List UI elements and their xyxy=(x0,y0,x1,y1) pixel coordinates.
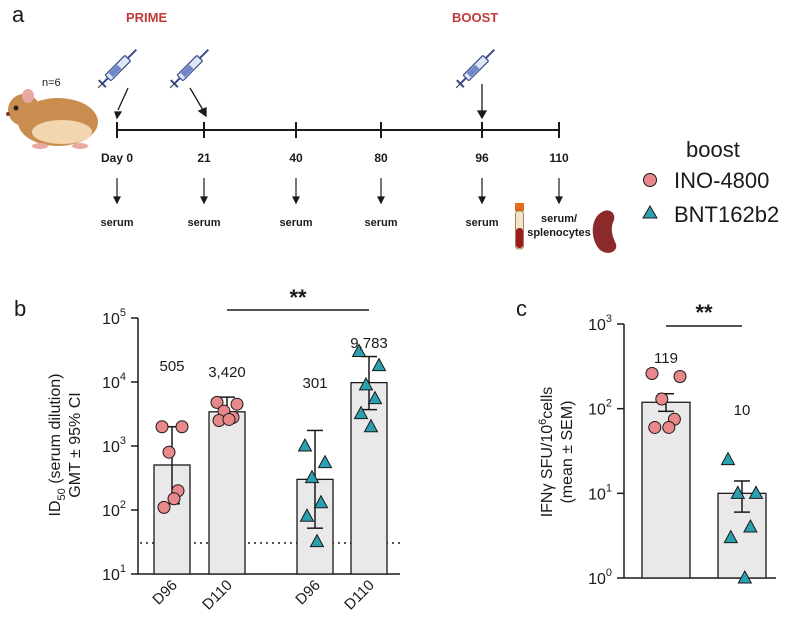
day-label: 21 xyxy=(197,151,211,165)
panel-c-value-label: 10 xyxy=(734,402,751,419)
injection-arrows xyxy=(114,84,488,120)
data-point xyxy=(743,518,758,533)
data-point xyxy=(297,437,313,452)
data-point xyxy=(720,451,736,466)
legend-item-label: BNT162b2 xyxy=(674,202,779,227)
panel-b-category-label: D96 xyxy=(149,577,180,608)
y-tick-label: 101 xyxy=(588,482,612,503)
panel-b-category-label: D96 xyxy=(292,577,323,608)
spleen-icon xyxy=(592,210,617,253)
data-point xyxy=(367,390,383,405)
data-point xyxy=(317,454,333,469)
data-point xyxy=(673,369,687,383)
y-tick-label: 101 xyxy=(102,563,126,584)
day-label: 96 xyxy=(475,151,489,165)
syringe-icon-day96 xyxy=(455,49,495,89)
data-point xyxy=(157,500,171,514)
prime-label: PRIME xyxy=(126,10,168,25)
day-label: Day 0 xyxy=(101,151,133,165)
panel-c-ticks: 100 101 102 103 xyxy=(588,313,624,588)
data-point xyxy=(723,529,739,544)
sample-label: serum xyxy=(187,217,220,229)
day-label: 40 xyxy=(289,151,303,165)
panel-b-value-label: 301 xyxy=(302,375,327,392)
panel-b-bars xyxy=(153,343,388,575)
data-point xyxy=(351,343,367,357)
panel-b-ticks: 101 102 103 104 105 xyxy=(102,307,138,584)
day-label: 80 xyxy=(374,151,388,165)
panel-b-value-label: 3,420 xyxy=(208,364,246,381)
panel-c-ylabel-line2: (mean ± SEM) xyxy=(559,400,576,503)
panel-c-letter: c xyxy=(516,296,527,321)
panel-b-ylabel: ID50 (serum dilution) xyxy=(47,374,68,517)
y-tick-label: 103 xyxy=(588,313,612,334)
data-point xyxy=(304,469,320,484)
n-label: n=6 xyxy=(42,77,61,89)
panel-b-category-label: D110 xyxy=(199,577,236,614)
data-point xyxy=(737,569,753,584)
blood-tube-icon xyxy=(515,203,524,250)
panel-b-letter: b xyxy=(14,296,26,321)
y-tick-label: 103 xyxy=(102,435,126,456)
sample-label: serum xyxy=(364,217,397,229)
bar xyxy=(350,381,388,575)
legend-title: boost xyxy=(686,137,740,162)
data-point xyxy=(175,420,189,434)
data-point xyxy=(371,357,387,372)
data-point xyxy=(309,533,325,548)
y-tick-label: 102 xyxy=(588,398,612,419)
sample-arrows xyxy=(113,178,563,205)
data-point xyxy=(363,418,379,433)
panel-c-significance: ** xyxy=(695,300,713,325)
y-tick-label: 102 xyxy=(102,499,126,520)
bar xyxy=(208,411,246,575)
legend-item-label: INO-4800 xyxy=(674,168,769,193)
data-point xyxy=(662,420,676,434)
data-point xyxy=(353,405,369,420)
day-label: 110 xyxy=(549,151,569,165)
data-point xyxy=(748,485,764,499)
data-point xyxy=(162,445,176,459)
hamster-icon xyxy=(6,89,98,149)
timeline-ticks xyxy=(116,122,560,138)
y-tick-label: 100 xyxy=(588,567,612,588)
panel-b-value-label: 9,783 xyxy=(350,335,388,352)
data-point xyxy=(230,397,244,411)
panel-c-value-label: 119 xyxy=(654,350,678,367)
panel-b-value-label: 505 xyxy=(159,358,184,375)
panel-c-ylabel: IFNγ SFU/106cells xyxy=(537,387,556,518)
legend-circle-marker xyxy=(643,173,657,187)
data-point xyxy=(299,508,315,522)
sample-label: serum xyxy=(279,217,312,229)
data-point xyxy=(167,492,181,506)
sample-label: serum xyxy=(465,217,498,229)
panel-b-ylabel-line2: GMT ± 95% CI xyxy=(67,392,84,497)
legend: boost INO-4800 BNT162b2 xyxy=(642,137,779,227)
data-point xyxy=(730,485,746,499)
data-point xyxy=(210,395,224,409)
syringe-icon-day0 xyxy=(97,49,137,89)
panel-b-category-label: D110 xyxy=(341,577,378,614)
legend-triangle-marker xyxy=(642,205,658,219)
data-point xyxy=(155,420,169,434)
panel-a-letter: a xyxy=(12,2,25,27)
y-tick-label: 104 xyxy=(102,371,126,392)
data-point xyxy=(645,367,659,381)
panel-b-significance: ** xyxy=(289,285,307,310)
data-point xyxy=(648,420,662,434)
y-tick-label: 105 xyxy=(102,307,126,328)
data-point xyxy=(222,412,236,426)
data-point xyxy=(313,494,329,509)
data-point xyxy=(655,392,669,406)
sample-label: serum xyxy=(100,217,133,229)
sample-label-final-2: splenocytes xyxy=(527,227,591,239)
data-point xyxy=(358,376,374,391)
panel-c-bars xyxy=(641,367,767,584)
boost-label: BOOST xyxy=(452,10,498,25)
syringe-icon-day21 xyxy=(169,49,209,89)
sample-label-final-1: serum/ xyxy=(541,213,577,225)
